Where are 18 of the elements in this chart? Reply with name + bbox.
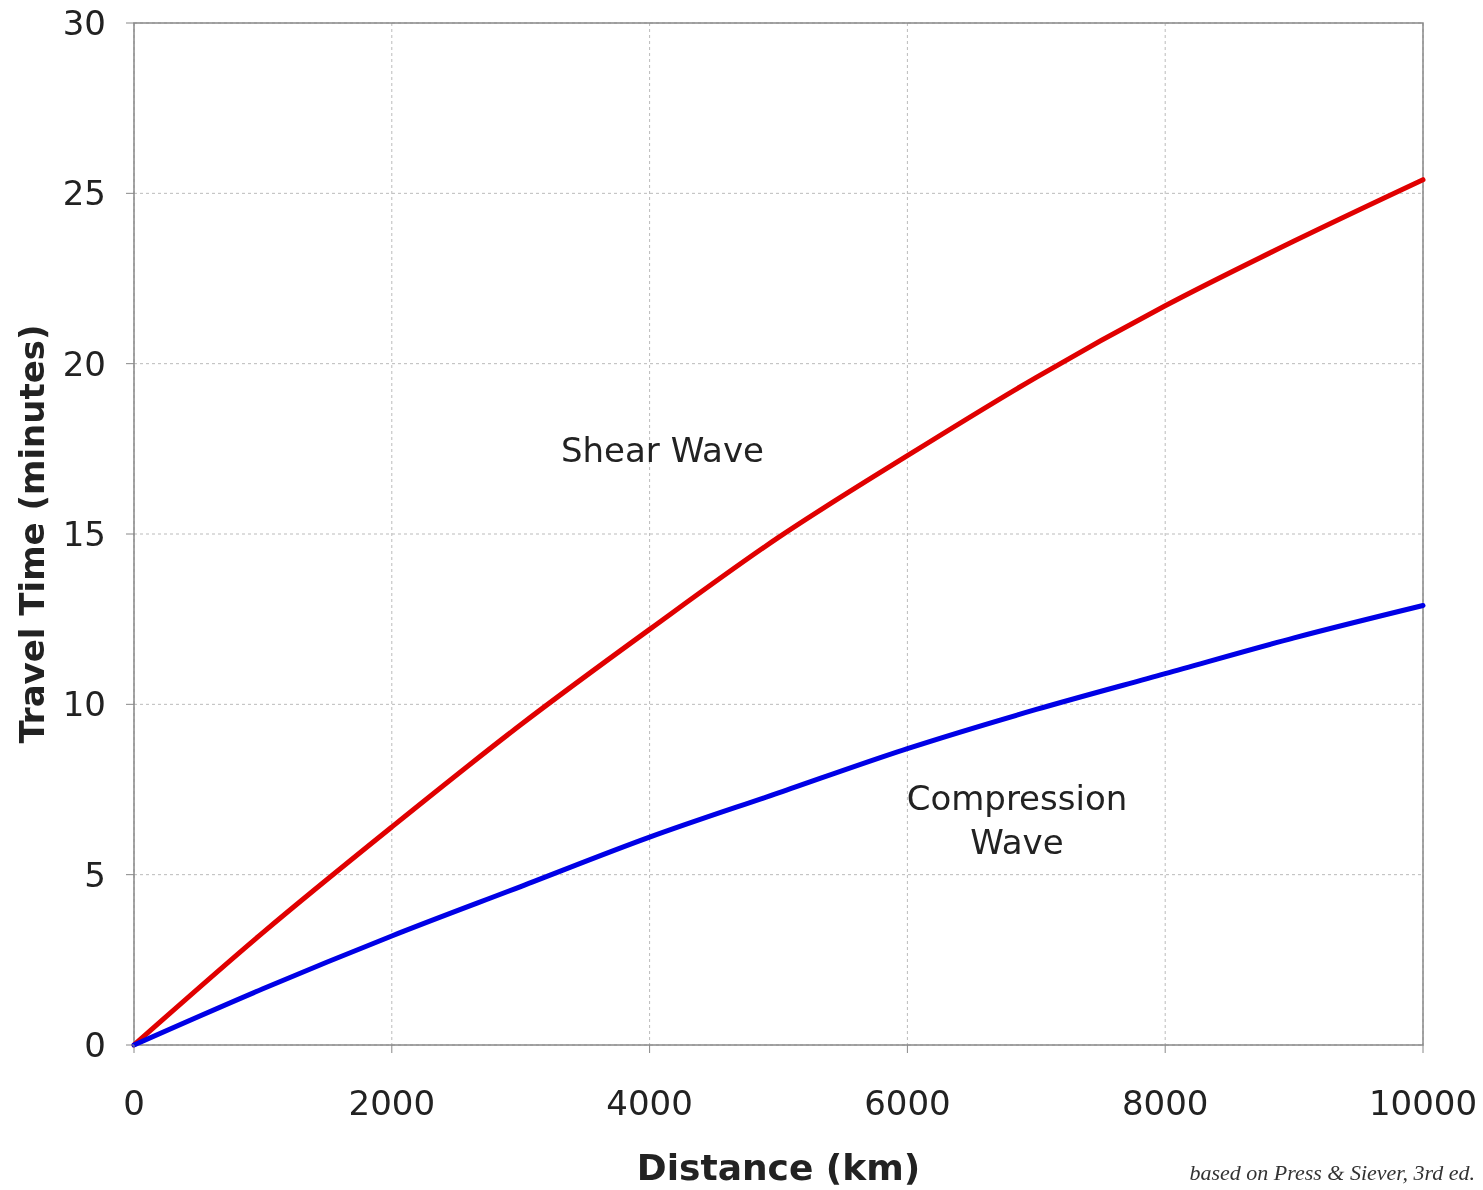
x-tick-label: 0 <box>123 1083 145 1123</box>
y-tick-label: 30 <box>62 3 106 43</box>
x-axis-title: Distance (km) <box>636 1147 921 1188</box>
y-tick-label: 15 <box>62 514 106 554</box>
x-tick-label: 8000 <box>1121 1083 1209 1123</box>
text: based on Press & Siever, 3rd ed. <box>1189 1160 1475 1185</box>
y-tick-label: 10 <box>62 684 106 725</box>
series-label: Shear Wave <box>560 430 764 471</box>
x-tick-label: 10000 <box>1368 1083 1478 1123</box>
y-tick-label: 25 <box>62 173 106 214</box>
x-tick-label: 6000 <box>864 1083 951 1123</box>
y-tick-label: 0 <box>84 1025 106 1065</box>
y-tick-label: 20 <box>62 343 106 384</box>
series-label: Compression Wave <box>906 777 1128 862</box>
x-tick-label: 2000 <box>348 1083 436 1123</box>
y-tick-label: 5 <box>84 854 106 895</box>
y-axis-title: Travel Time (minutes) <box>12 324 52 744</box>
x-tick-label: 4000 <box>606 1083 693 1123</box>
